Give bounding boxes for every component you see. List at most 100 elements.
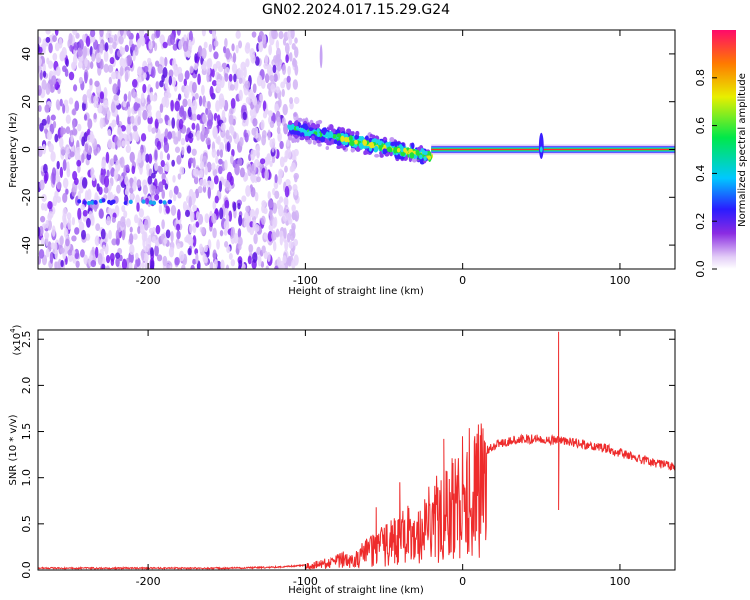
- spectrogram-cell: [256, 246, 261, 256]
- spectrogram-cell: [190, 195, 196, 206]
- spectrogram-cell: [89, 78, 93, 86]
- spectrogram-cell: [243, 66, 247, 79]
- y-tick-label: 1.5: [20, 423, 33, 441]
- spectrogram-cell: [192, 258, 197, 265]
- snr-y-label: SNR (10 * v/v): [8, 414, 19, 485]
- spectrogram-cell: [193, 168, 200, 178]
- spectrogram-cell: [154, 60, 160, 67]
- spectrogram-cell: [88, 210, 93, 221]
- spectrogram-cell: [42, 63, 46, 74]
- spectrogram-cell: [73, 41, 78, 51]
- spectrogram-cell: [169, 35, 176, 46]
- spectrogram-cell: [211, 30, 216, 40]
- spectrogram-cell: [151, 172, 156, 179]
- spectrogram-cell: [165, 229, 171, 239]
- spectrogram-cell: [212, 127, 218, 140]
- spectrogram-cell: [93, 95, 99, 105]
- spectrogram-cell: [268, 224, 274, 232]
- spectrogram-cell: [109, 57, 115, 65]
- spectrogram-cell: [130, 115, 135, 125]
- spectrogram-cell: [239, 167, 245, 178]
- spectrogram-cell: [45, 234, 49, 247]
- spectrogram-cell: [241, 195, 247, 202]
- snr-panel: -200 -100 0 100 0.0 0.5 1.0 1.5 2.0 2.5 Height o…: [8, 324, 676, 596]
- spectrogram-cell: [110, 101, 116, 113]
- spectrogram-cell: [67, 249, 73, 256]
- spectrogram-cell: [284, 239, 289, 252]
- spectrogram-cell: [245, 58, 250, 68]
- spectrogram-cell: [39, 179, 45, 191]
- spectrogram-cell: [201, 30, 206, 37]
- spectrogram-cell: [215, 136, 220, 144]
- spectrogram-cell: [60, 127, 67, 135]
- spectrogram-cell: [178, 118, 184, 130]
- spectrogram-cell: [59, 235, 64, 246]
- spectrogram-cell: [125, 218, 131, 228]
- spectrogram-cell: [102, 244, 106, 252]
- spectrogram-cell: [167, 119, 172, 127]
- spectrogram-cell: [183, 88, 188, 95]
- spectrogram-cell: [94, 235, 100, 247]
- spectrogram-cell: [62, 177, 69, 189]
- spectrogram-cell: [75, 32, 80, 39]
- spectrogram-cell: [100, 228, 106, 240]
- spectrogram-cell: [261, 245, 266, 254]
- spectrogram-cell: [165, 205, 170, 214]
- spectrogram-cell: [132, 180, 137, 192]
- spectrogram-cell: [213, 258, 218, 269]
- spectrogram-cell: [171, 117, 176, 129]
- spectrogram-cell: [294, 37, 298, 44]
- spectrogram-cell: [123, 210, 128, 219]
- spectrogram-cell: [42, 70, 47, 78]
- spectrogram-cell: [166, 263, 170, 269]
- spectrogram-cell: [291, 42, 296, 50]
- spectrogram-cell: [132, 233, 138, 241]
- spectrogram-cell: [76, 159, 82, 167]
- spectrogram-cell: [163, 141, 170, 153]
- spectrogram-cell: [144, 197, 150, 205]
- spectrogram-cell: [174, 256, 180, 266]
- spectrogram-cell: [216, 239, 220, 250]
- spectrogram-cell: [68, 97, 74, 105]
- spectrogram-cell: [74, 227, 80, 235]
- spectrogram-cell: [286, 75, 291, 83]
- spectrogram-cell: [388, 147, 393, 153]
- spectrogram-cell: [176, 155, 182, 165]
- spectrogram-cell: [64, 151, 69, 161]
- spectrogram-cell: [157, 66, 163, 75]
- spectrogram-cell: [83, 114, 88, 121]
- spectrogram-cell: [242, 111, 247, 121]
- spectrogram-cell: [293, 148, 299, 157]
- spectrogram-cell: [109, 252, 115, 262]
- spectrogram-cell: [234, 163, 240, 176]
- spectrogram-cell: [65, 126, 71, 134]
- spectrogram-cell: [237, 236, 243, 247]
- spectrogram-cell: [40, 237, 45, 246]
- spectrogram-cell: [129, 187, 134, 194]
- spectrogram-cell: [198, 95, 203, 107]
- spectrogram-cell: [45, 82, 51, 95]
- spectrogram-cell: [113, 94, 119, 101]
- spectrogram-cell: [224, 241, 229, 248]
- spectrogram-cell: [218, 180, 223, 193]
- spectrogram-cell: [94, 246, 99, 259]
- spectrogram-cell: [60, 222, 64, 230]
- spectrogram-cell: [189, 65, 194, 74]
- spectrogram-cell: [323, 127, 328, 134]
- spectrogram-cell: [251, 127, 257, 136]
- spectrogram-cell: [279, 260, 285, 269]
- spectrogram-cell: [123, 30, 127, 39]
- spectrogram-cell: [121, 140, 126, 147]
- spectrogram-cell: [82, 94, 88, 104]
- spectrogram-x-label: Height of straight line (km): [288, 286, 424, 297]
- spectrogram-cell: [249, 108, 254, 117]
- spectrogram-cell: [232, 201, 237, 212]
- spectrogram-cell: [177, 173, 182, 180]
- spectrogram-cell: [171, 76, 177, 87]
- spectrogram-cell: [85, 35, 91, 47]
- spectrogram-cell: [285, 54, 289, 64]
- spectrogram-cell: [84, 143, 89, 152]
- spectrogram-cell: [272, 240, 277, 252]
- y-tick-label: 0.0: [20, 561, 33, 579]
- spectrogram-cell: [129, 226, 133, 233]
